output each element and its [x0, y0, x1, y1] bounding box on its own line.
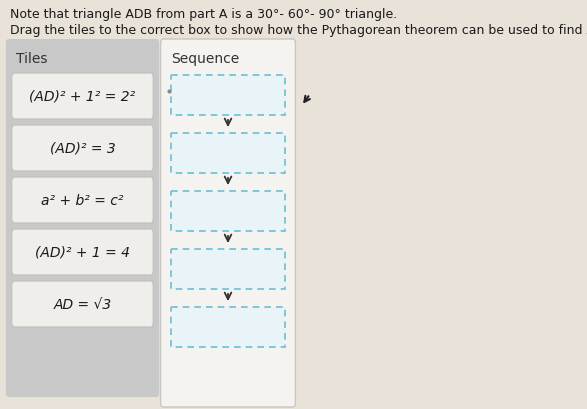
Bar	[171, 249, 285, 289]
Text: Drag the tiles to the correct box to show how the Pythagorean theorem can be use: Drag the tiles to the correct box to sho…	[11, 24, 587, 37]
FancyBboxPatch shape	[12, 229, 153, 275]
Bar	[171, 76, 285, 116]
FancyBboxPatch shape	[12, 74, 153, 120]
Text: Note that triangle ADB from part A is a 30°- 60°- 90° triangle.: Note that triangle ADB from part A is a …	[11, 8, 397, 21]
Text: (AD)² + 1² = 2²: (AD)² + 1² = 2²	[29, 90, 136, 104]
FancyBboxPatch shape	[12, 126, 153, 172]
Text: (AD)² = 3: (AD)² = 3	[50, 142, 116, 155]
Text: (AD)² + 1 = 4: (AD)² + 1 = 4	[35, 245, 130, 259]
FancyBboxPatch shape	[6, 40, 159, 397]
FancyBboxPatch shape	[12, 281, 153, 327]
Text: AD = √3: AD = √3	[53, 297, 112, 311]
Text: a² + b² = c²: a² + b² = c²	[41, 193, 124, 207]
FancyBboxPatch shape	[161, 40, 295, 407]
Bar	[171, 307, 285, 347]
Text: Sequence: Sequence	[171, 52, 239, 66]
Bar	[171, 134, 285, 173]
Text: Tiles: Tiles	[16, 52, 48, 66]
FancyBboxPatch shape	[12, 178, 153, 223]
Bar	[171, 191, 285, 231]
